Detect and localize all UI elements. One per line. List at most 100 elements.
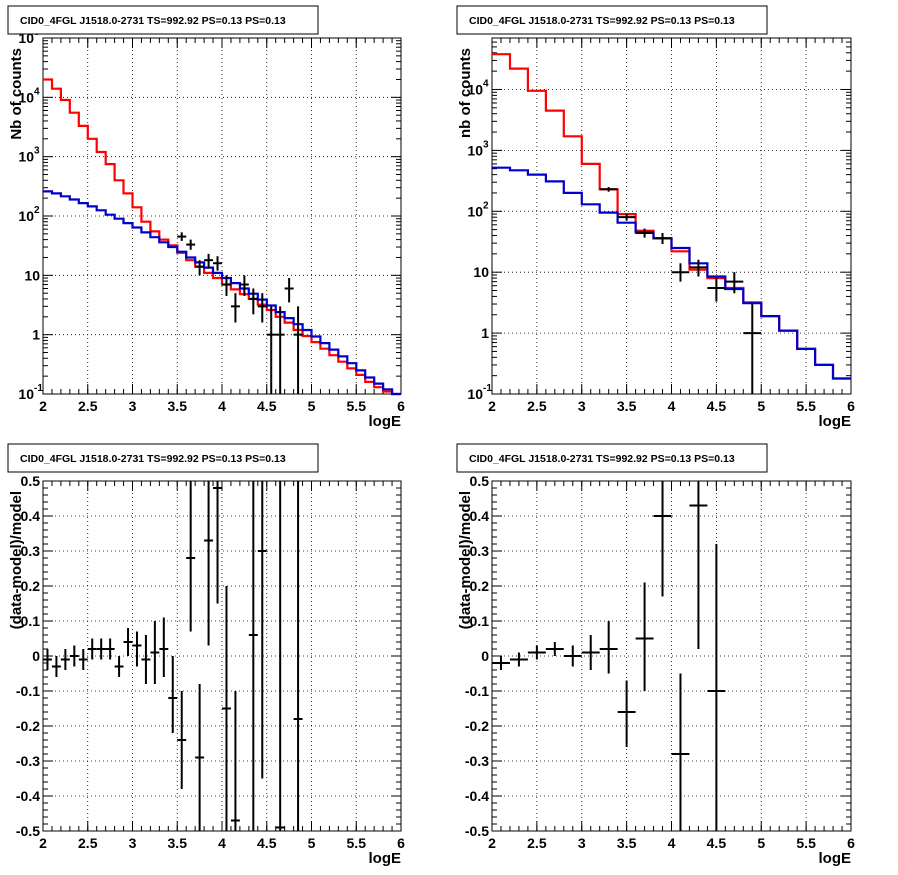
x-tick-label: 5 <box>757 835 765 851</box>
x-tick-label: 3 <box>578 835 586 851</box>
x-tick-label: 2.5 <box>527 835 547 851</box>
y-tick-label: -0.3 <box>16 753 40 769</box>
data-point <box>653 481 672 597</box>
data-point <box>293 306 303 394</box>
title-box <box>456 5 768 35</box>
y-axis-label: (data-model)/model <box>457 491 474 629</box>
data-point <box>707 544 726 831</box>
data-point <box>266 306 276 394</box>
y-tick-label: 10 <box>18 149 34 165</box>
x-tick-label: 3.5 <box>617 398 637 414</box>
x-tick-label: 4.5 <box>257 398 277 414</box>
data-point <box>599 187 618 192</box>
y-tick-label: 0.1 <box>21 613 41 629</box>
x-tick-label: 2 <box>488 835 496 851</box>
data-point <box>257 481 267 779</box>
data-point <box>617 680 636 747</box>
data-point <box>671 673 690 831</box>
data-point <box>213 481 222 604</box>
data-point <box>78 649 88 670</box>
x-axis-label: logE <box>819 413 852 430</box>
data-point <box>635 228 654 238</box>
x-tick-label: 3.5 <box>168 398 188 414</box>
data-point <box>87 638 97 660</box>
y-tick-label: -0.3 <box>465 753 489 769</box>
data-point <box>230 293 240 323</box>
y-tick-label: 10 <box>467 142 483 158</box>
data-point <box>248 288 258 315</box>
data-point <box>150 621 160 684</box>
title-box <box>7 5 319 35</box>
data-point <box>195 260 205 276</box>
x-tick-label: 4 <box>218 398 226 414</box>
y-tick-label: -0.2 <box>16 718 40 734</box>
x-tick-label: 3.5 <box>617 835 637 851</box>
y-tick-label: 0 <box>32 648 40 664</box>
y-axis-label: Nb of counts <box>8 48 25 140</box>
y-tick-label: 0.4 <box>21 508 41 524</box>
y-tick-label: 0.5 <box>470 473 490 489</box>
y-tick-label: 0.5 <box>21 473 41 489</box>
x-tick-label: 4 <box>668 835 676 851</box>
chart-title: CID0_4FGL J1518.0-2731 TS=992.92 PS=0.13… <box>20 15 286 27</box>
y-tick-label: 0 <box>481 648 489 664</box>
x-tick-label: 5.5 <box>347 398 367 414</box>
data-point <box>141 635 151 684</box>
data-point <box>114 656 124 677</box>
data-point <box>60 649 70 670</box>
y-tick-label: 10 <box>467 81 483 97</box>
chart-title: CID0_4FGL J1518.0-2731 TS=992.92 PS=0.13… <box>469 15 735 27</box>
model-total-histogram <box>43 78 401 396</box>
y-tick-label: 0.2 <box>21 578 41 594</box>
y-tick-label: 0.1 <box>470 613 490 629</box>
x-tick-label: 5 <box>757 398 765 414</box>
data-point <box>545 642 564 656</box>
data-point <box>132 631 142 667</box>
data-point <box>707 278 726 302</box>
data-point <box>105 638 115 660</box>
x-tick-label: 4 <box>218 835 226 851</box>
x-tick-label: 2 <box>39 835 47 851</box>
x-tick-label: 3.5 <box>168 835 188 851</box>
x-tick-label: 5 <box>308 398 316 414</box>
panel-counts-left: 22.533.544.555.5610-1110102103104105CID0… <box>7 5 405 430</box>
y-tick-exponent: 4 <box>483 78 489 89</box>
data-point <box>492 656 510 670</box>
y-axis-label: (data-model)/model <box>8 491 25 629</box>
data-point <box>509 652 528 667</box>
data-point <box>284 278 294 303</box>
x-axis-label: logE <box>369 850 402 867</box>
x-tick-label: 3 <box>578 398 586 414</box>
y-tick-label: -0.5 <box>465 823 489 839</box>
x-tick-label: 6 <box>847 835 855 851</box>
y-tick-label: -0.4 <box>16 788 40 804</box>
x-tick-label: 5.5 <box>796 835 816 851</box>
data-point <box>51 656 61 677</box>
y-tick-label: 0.2 <box>470 578 490 594</box>
chart-title: CID0_4FGL J1518.0-2731 TS=992.92 PS=0.13… <box>20 453 286 465</box>
plot-frame <box>42 480 402 832</box>
y-tick-label: 10 <box>18 89 34 105</box>
x-tick-label: 5.5 <box>347 835 367 851</box>
data-point <box>195 684 205 831</box>
x-tick-label: 2 <box>488 398 496 414</box>
data-point <box>222 275 231 296</box>
data-point <box>213 256 222 271</box>
y-tick-label: 10 <box>24 267 40 283</box>
x-tick-label: 2.5 <box>78 835 98 851</box>
data-point <box>177 232 187 241</box>
title-box <box>456 443 768 473</box>
data-point <box>168 656 178 733</box>
data-point <box>69 645 79 667</box>
y-tick-label: 1 <box>481 325 489 341</box>
y-tick-label: -0.5 <box>16 823 40 839</box>
data-point <box>689 259 708 277</box>
y-tick-label: 10 <box>473 264 489 280</box>
data-point <box>186 481 196 632</box>
x-axis-label: logE <box>369 413 402 430</box>
y-tick-label: 0.3 <box>470 543 490 559</box>
y-tick-label: -0.1 <box>16 683 40 699</box>
x-tick-label: 6 <box>397 835 405 851</box>
data-point <box>257 293 267 323</box>
x-tick-label: 4.5 <box>707 835 727 851</box>
